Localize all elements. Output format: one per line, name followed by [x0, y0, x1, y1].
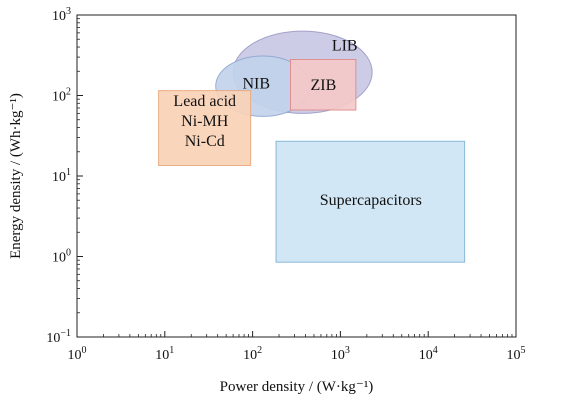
x-tick-label: 105 — [507, 345, 526, 363]
region-label-lib: LIB — [332, 37, 358, 54]
y-tick-label: 100 — [52, 248, 71, 266]
region-zib — [289, 59, 357, 111]
region-label-supercapacitors: Supercapacitors — [320, 192, 422, 209]
chart-region-labels: LIB NIB ZIB Lead acid Ni-MH Ni-Cd Supercapacit… — [173, 37, 421, 209]
x-tick-label: 103 — [331, 345, 350, 363]
region-label-ni-cd: Ni-Cd — [185, 133, 225, 150]
region-label-ni-mh: Ni-MH — [181, 113, 229, 130]
region-label-lead-acid: Lead acid — [173, 93, 236, 110]
y-tick-label: 102 — [52, 87, 71, 105]
region-supercapacitors — [275, 140, 466, 263]
x-axis-label: Power density / (W·kg⁻¹) — [220, 379, 374, 395]
x-tick-label: 101 — [155, 345, 174, 363]
region-label-nib: NIB — [242, 76, 270, 93]
y-tick-label: 101 — [52, 167, 71, 185]
chart-regions — [158, 30, 466, 263]
y-axis-label: Energy density / (Wh·kg⁻¹) — [8, 93, 24, 259]
y-tick-label: 103 — [52, 6, 71, 24]
x-tick-label: 100 — [68, 345, 87, 363]
x-tick-label: 102 — [243, 345, 262, 363]
region-label-zib: ZIB — [310, 77, 336, 94]
x-tick-label: 104 — [419, 345, 438, 363]
y-tick-label: 10−1 — [46, 328, 71, 346]
region-lead-acid — [158, 90, 252, 167]
